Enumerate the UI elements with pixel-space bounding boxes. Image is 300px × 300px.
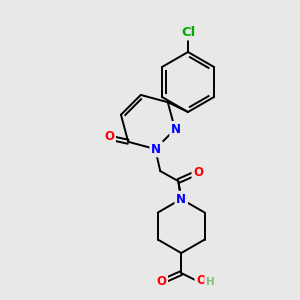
Text: O: O [156,274,166,287]
Text: O: O [193,166,203,178]
Text: N: N [171,123,181,136]
Text: N: N [176,193,186,206]
Text: N: N [151,142,161,155]
Text: H: H [206,277,214,287]
Text: O: O [196,274,206,286]
Text: O: O [104,130,114,143]
Text: Cl: Cl [181,26,195,38]
